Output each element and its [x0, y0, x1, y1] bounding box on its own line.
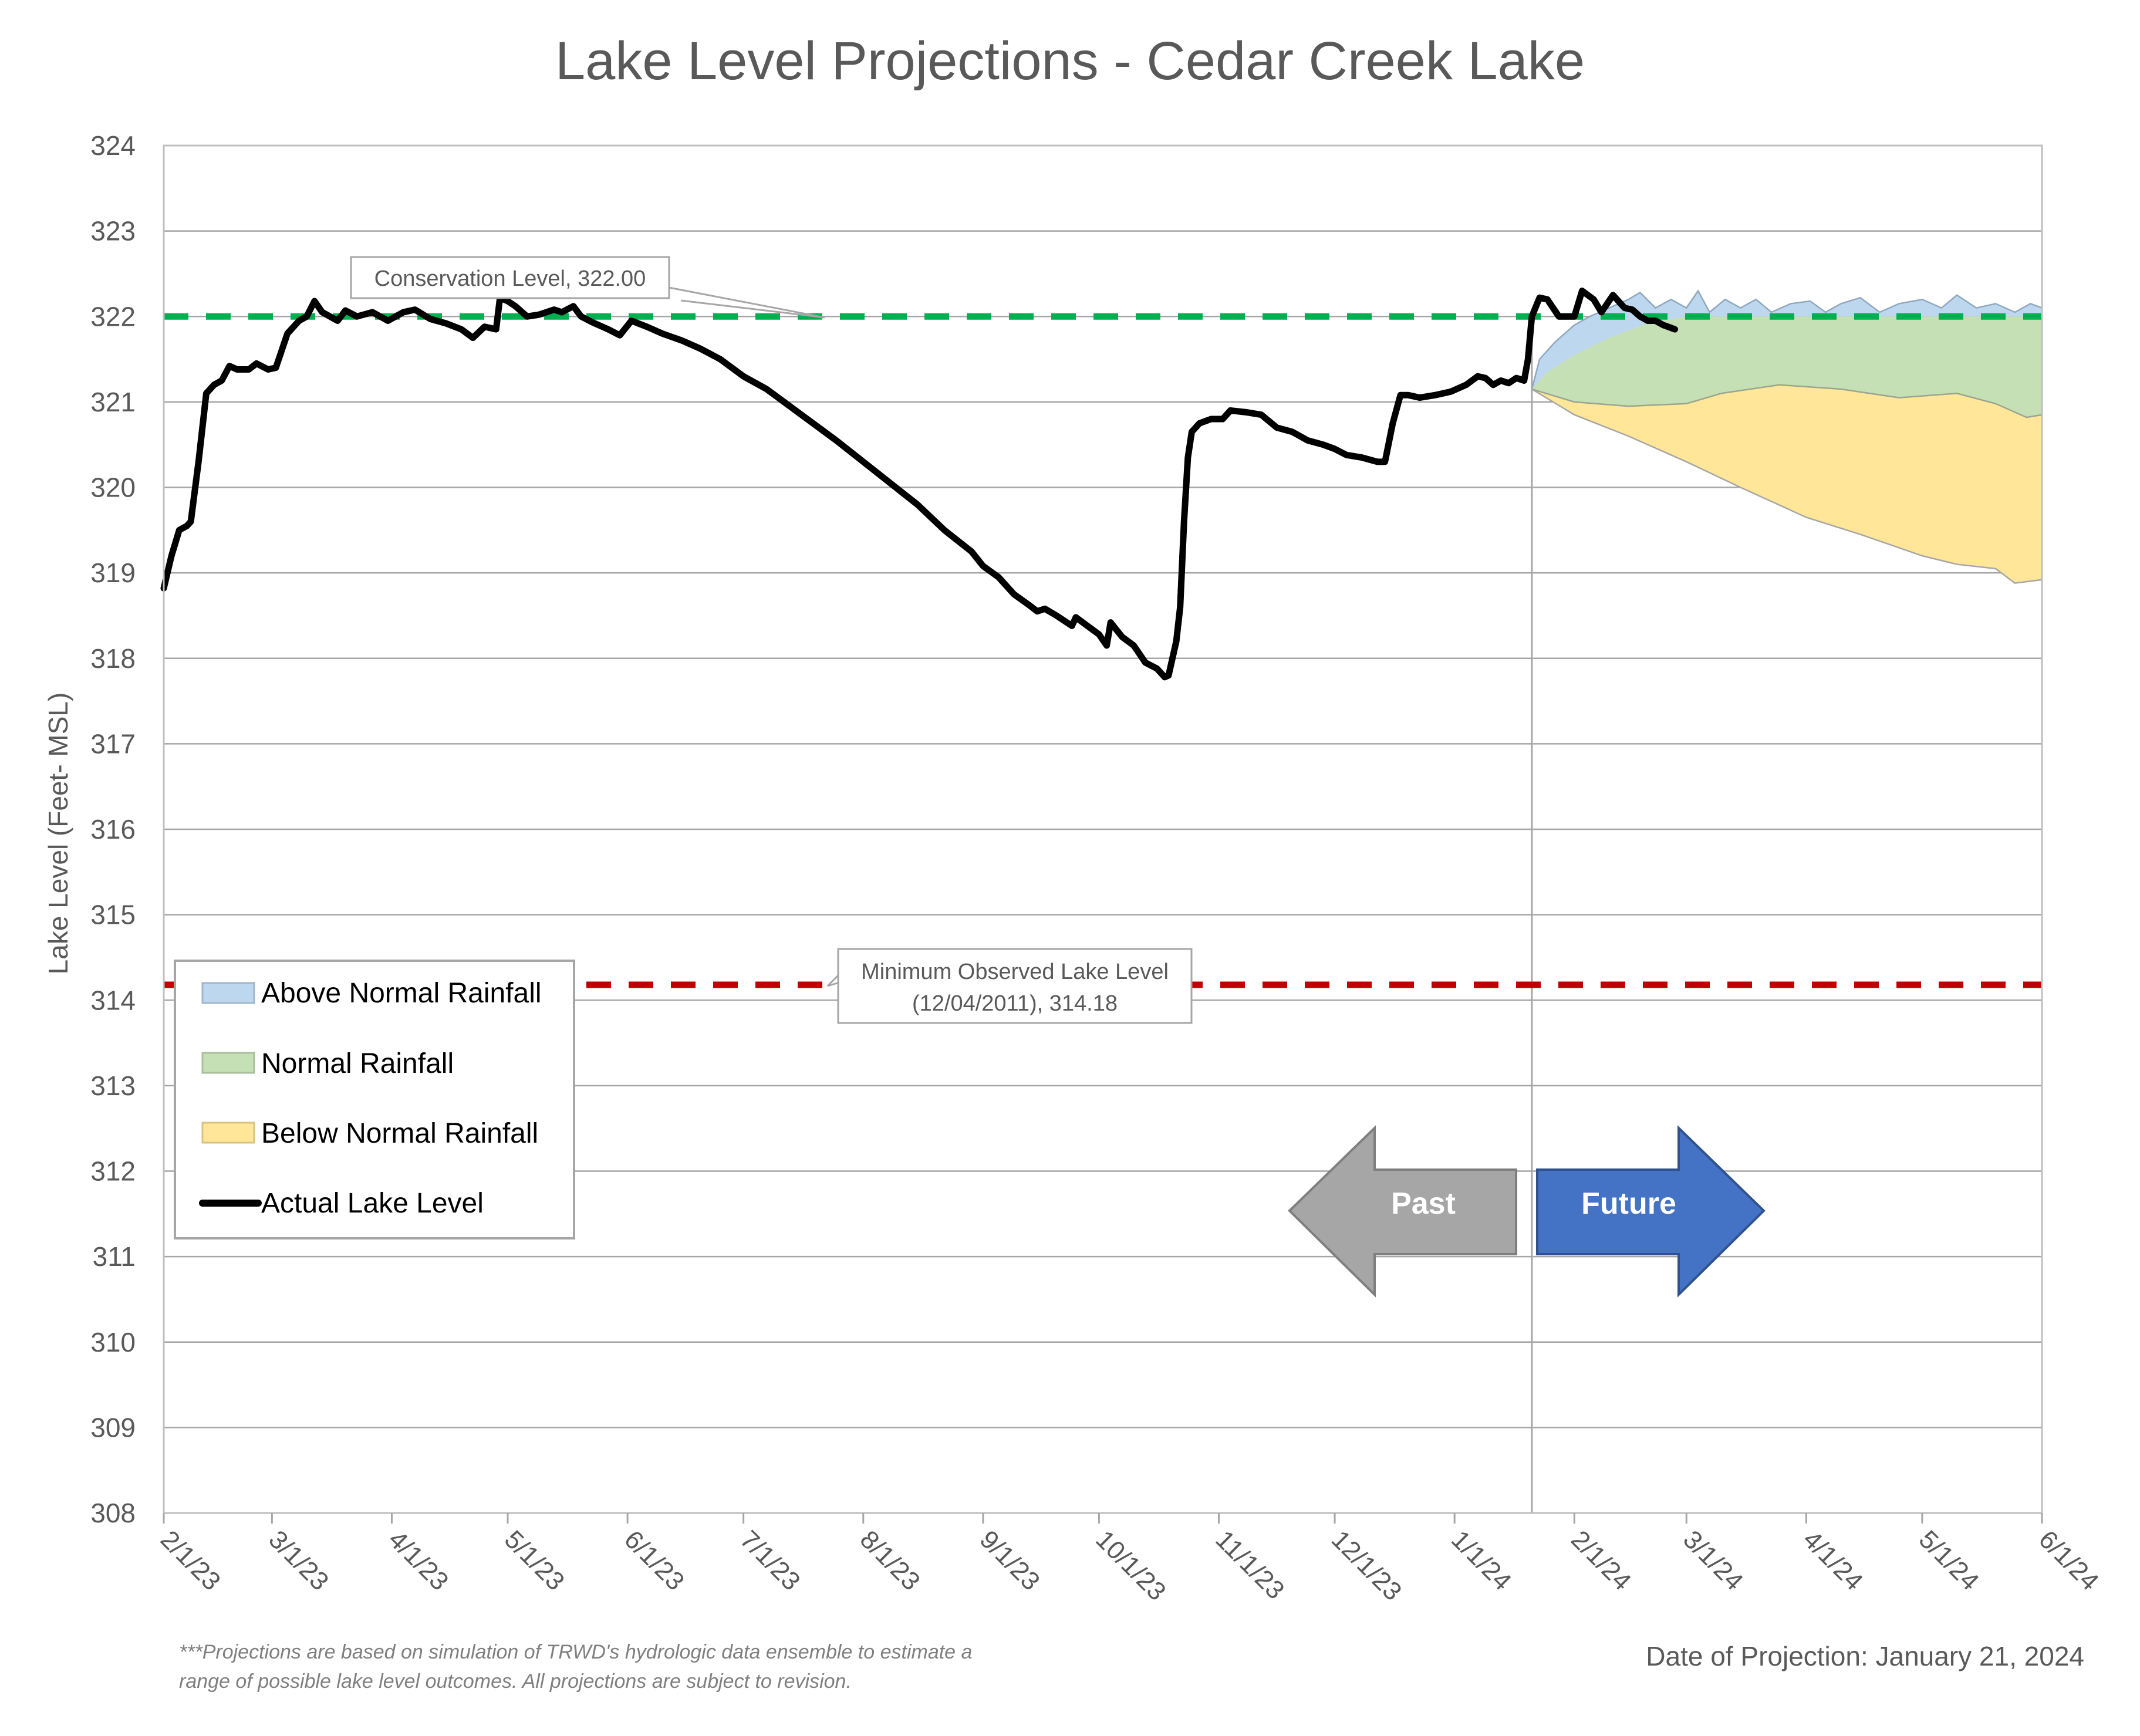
y-tick-label: 311: [93, 1241, 136, 1272]
legend-label-above-normal: Above Normal Rainfall: [261, 978, 542, 1009]
legend-label-below-normal: Below Normal Rainfall: [261, 1118, 538, 1149]
past-arrow-label: Past: [1391, 1187, 1456, 1221]
y-tick-label: 319: [90, 558, 136, 588]
future-arrow: Future: [1536, 1125, 1766, 1298]
y-tick-label: 323: [90, 216, 136, 246]
x-tick-label: 11/1/23: [1210, 1525, 1290, 1605]
y-tick-label: 324: [90, 130, 136, 161]
y-tick-label: 318: [90, 643, 136, 674]
band-above-normal-edge: [1531, 289, 2043, 390]
band-normal: [1531, 316, 2042, 418]
x-tick-label: 6/1/23: [619, 1525, 690, 1596]
projection-bands: [1531, 289, 2043, 584]
y-tick-label: 317: [90, 728, 136, 759]
x-tick-label: 8/1/23: [855, 1525, 926, 1596]
legend-label-actual-level: Actual Lake Level: [261, 1188, 484, 1219]
x-tick-label: 3/1/23: [263, 1525, 334, 1596]
y-tick-label: 321: [90, 387, 136, 417]
y-tick-label: 310: [90, 1327, 136, 1357]
x-tick-label: 10/1/23: [1090, 1525, 1171, 1606]
legend-swatch-above-normal: [201, 982, 255, 1004]
conservation-level-label: Conservation Level, 322.00: [374, 266, 646, 291]
footnote: ***Projections are based on simulation o…: [179, 1637, 1142, 1696]
minimum-level-label-line2: (12/04/2011), 314.18: [912, 991, 1118, 1016]
footnote-line-1: ***Projections are based on simulation o…: [179, 1641, 973, 1663]
plot-area-border: [163, 144, 2043, 1514]
past-arrow: Past: [1288, 1125, 1517, 1298]
y-axis-ticks: 308 309 310 311 312 313 314 315 316 317 318 319 320 3…: [90, 130, 136, 1528]
x-tick-label: 3/1/24: [1677, 1525, 1749, 1596]
y-axis-label: Lake Level (Feet- MSL): [43, 693, 73, 975]
band-below-normal-edge: [1531, 388, 2043, 584]
x-tick-label: 7/1/23: [735, 1525, 806, 1596]
y-tick-label: 315: [90, 900, 136, 930]
x-tick-label: 5/1/24: [1913, 1525, 1984, 1596]
y-tick-label: 320: [90, 472, 136, 503]
x-tick-label: 12/1/23: [1326, 1525, 1407, 1606]
x-tick-label: 4/1/24: [1797, 1525, 1868, 1596]
projection-date: Date of Projection: January 21, 2024: [1646, 1641, 2084, 1671]
future-arrow-label: Future: [1581, 1187, 1676, 1221]
legend-swatch-normal: [201, 1052, 255, 1074]
band-below-normal: [1531, 384, 2042, 583]
x-tick-label: 2/1/24: [1565, 1525, 1636, 1596]
x-tick-label: 1/1/24: [1446, 1525, 1517, 1596]
y-tick-label: 322: [90, 301, 136, 332]
minimum-level-label-line1: Minimum Observed Lake Level: [861, 960, 1169, 984]
y-tick-label: 309: [90, 1412, 136, 1443]
x-tick-label: 4/1/23: [383, 1525, 454, 1596]
x-tick-label: 5/1/23: [499, 1525, 570, 1596]
actual-lake-level-series: [160, 288, 1678, 681]
y-tick-label: 316: [90, 814, 136, 845]
x-tick-label: 9/1/23: [974, 1525, 1045, 1596]
x-tick-label: 6/1/24: [2033, 1525, 2104, 1596]
legend-swatch-below-normal: [201, 1122, 255, 1144]
minimum-level-callout: Minimum Observed Lake Level (12/04/2011)…: [826, 948, 1193, 1024]
footnote-line-2: range of possible lake level outcomes. A…: [179, 1670, 852, 1693]
x-axis-ticks: 2/1/23 3/1/23 4/1/23 5/1/23 6/1/23 7/1/23 8/1/…: [155, 1513, 2104, 1606]
actual-lake-level-line: [160, 288, 1678, 681]
y-tick-label: 313: [90, 1070, 136, 1101]
legend: Above Normal Rainfall Normal Rainfall Be…: [174, 960, 575, 1239]
conservation-level-callout: Conservation Level, 322.00: [350, 256, 825, 319]
chart-title: Lake Level Projections - Cedar Creek Lak…: [555, 31, 1585, 91]
y-tick-label: 312: [90, 1156, 136, 1187]
legend-label-normal: Normal Rainfall: [261, 1048, 454, 1079]
y-tick-label: 314: [90, 985, 136, 1015]
y-tick-label: 308: [90, 1498, 136, 1528]
x-tick-label: 2/1/23: [155, 1525, 226, 1596]
band-normal-edge: [1531, 384, 2043, 418]
